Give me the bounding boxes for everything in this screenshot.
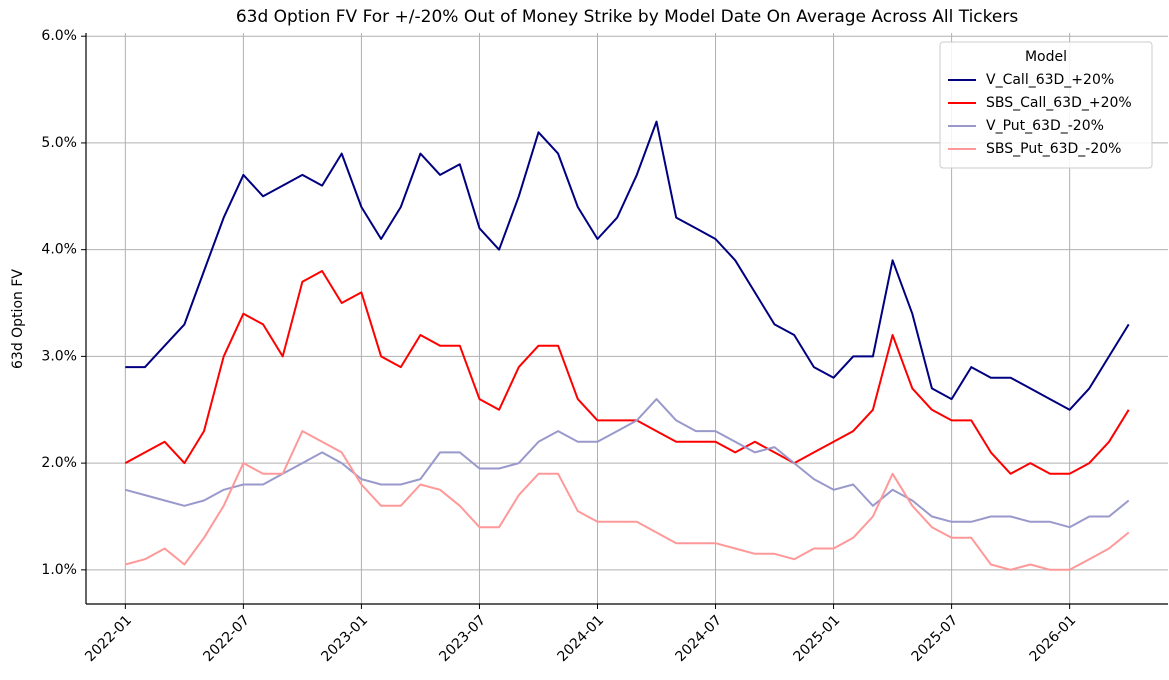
y-tick-label: 6.0% — [41, 28, 77, 44]
series-line — [125, 120, 1130, 411]
y-tick-label: 5.0% — [41, 135, 77, 151]
legend-label: V_Put_63D_-20% — [986, 118, 1104, 134]
y-tick-label: 2.0% — [41, 455, 77, 471]
y-tick-label: 4.0% — [41, 242, 77, 258]
legend-box — [939, 41, 1153, 169]
legend-label: V_Call_63D_+20% — [986, 72, 1114, 88]
series-line — [124, 270, 1130, 475]
legend: Model V_Call_63D_+20% SBS_Call_63D_+20% V_P… — [939, 41, 1153, 169]
x-tick-label: 2024-07 — [673, 612, 726, 665]
legend-label: SBS_Call_63D_+20% — [986, 95, 1132, 111]
series-line — [125, 430, 1130, 571]
y-tick-label: 3.0% — [41, 348, 77, 364]
series-line — [125, 398, 1130, 529]
x-tick-label: 2022-07 — [200, 612, 253, 665]
y-tick-label: 1.0% — [41, 562, 77, 578]
legend-label: SBS_Put_63D_-20% — [986, 141, 1121, 157]
x-tick-label: 2025-07 — [909, 612, 962, 665]
y-axis-label: 63d Option FV — [10, 269, 26, 369]
chart-title: 63d Option FV For +/-20% Out of Money St… — [236, 7, 1019, 27]
x-tick-label: 2026-01 — [1027, 612, 1080, 665]
x-tick-label: 2025-01 — [791, 612, 844, 665]
x-tick-label: 2022-01 — [82, 612, 135, 665]
x-tick-label: 2024-01 — [554, 612, 607, 665]
x-tick-label: 2023-07 — [436, 612, 489, 665]
x-tick-label: 2023-01 — [318, 612, 371, 665]
legend-title: Model — [1025, 49, 1067, 65]
